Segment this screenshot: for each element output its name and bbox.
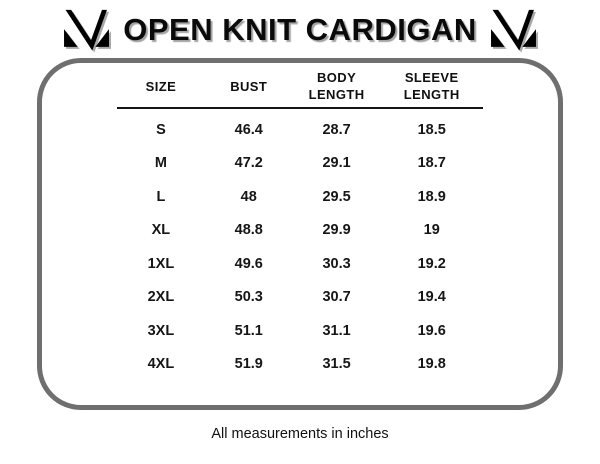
cell-bust: 48 bbox=[240, 188, 257, 205]
cell-body-length: 30.3 bbox=[322, 255, 351, 272]
cell-bust: 46.4 bbox=[234, 121, 263, 138]
size-chart-panel: SIZE BUST BODY LENGTH SLEEVE LENGTH S 46… bbox=[37, 58, 563, 410]
cell-bust: 47.2 bbox=[234, 155, 263, 172]
size-chart-table: SIZE BUST BODY LENGTH SLEEVE LENGTH S 46… bbox=[117, 63, 483, 381]
cell-bust: 50.3 bbox=[234, 289, 263, 306]
cell-body-length: 29.5 bbox=[322, 188, 351, 205]
cell-body-length: 31.5 bbox=[322, 356, 351, 373]
cell-sleeve-length: 19.4 bbox=[417, 289, 446, 306]
brand-m-logo-icon bbox=[490, 8, 537, 52]
cell-size: 4XL bbox=[147, 356, 175, 373]
table-row: L 48 29.5 18.9 bbox=[117, 180, 483, 214]
cell-size: 1XL bbox=[147, 255, 175, 272]
table-header-row: SIZE BUST BODY LENGTH SLEEVE LENGTH bbox=[117, 69, 483, 109]
cell-body-length: 28.7 bbox=[322, 121, 351, 138]
column-header-bust: BUST bbox=[230, 78, 268, 94]
measurement-note: All measurements in inches bbox=[211, 426, 389, 442]
table-row: XL 48.8 29.9 19 bbox=[117, 214, 483, 248]
column-header-body-length: BODY LENGTH bbox=[308, 70, 365, 102]
cell-sleeve-length: 18.7 bbox=[417, 155, 446, 172]
column-header-size: SIZE bbox=[145, 78, 177, 94]
table-body: S 46.4 28.7 18.5 M 47.2 29.1 18.7 L 48 2… bbox=[117, 109, 483, 381]
cell-size: S bbox=[156, 121, 166, 138]
page-title: OPEN KNIT CARDIGAN bbox=[123, 12, 477, 47]
cell-body-length: 29.9 bbox=[322, 222, 351, 239]
cell-sleeve-length: 18.9 bbox=[417, 188, 446, 205]
cell-sleeve-length: 19.8 bbox=[417, 356, 446, 373]
table-row: M 47.2 29.1 18.7 bbox=[117, 147, 483, 181]
cell-body-length: 31.1 bbox=[322, 322, 351, 339]
cell-size: 2XL bbox=[147, 289, 175, 306]
cell-bust: 51.9 bbox=[234, 356, 263, 373]
cell-size: 3XL bbox=[147, 322, 175, 339]
cell-size: XL bbox=[151, 222, 171, 239]
cell-sleeve-length: 19.2 bbox=[417, 255, 446, 272]
table-row: 4XL 51.9 31.5 19.8 bbox=[117, 348, 483, 382]
cell-bust: 51.1 bbox=[234, 322, 263, 339]
cell-sleeve-length: 19.6 bbox=[417, 322, 446, 339]
cell-sleeve-length: 18.5 bbox=[417, 121, 446, 138]
table-row: 2XL 50.3 30.7 19.4 bbox=[117, 281, 483, 315]
cell-size: M bbox=[154, 155, 167, 172]
table-row: 1XL 49.6 30.3 19.2 bbox=[117, 247, 483, 281]
column-header-sleeve-length: SLEEVE LENGTH bbox=[403, 70, 460, 102]
header: OPEN KNIT CARDIGAN bbox=[0, 0, 600, 58]
table-row: S 46.4 28.7 18.5 bbox=[117, 113, 483, 147]
brand-m-logo-icon bbox=[63, 8, 110, 52]
cell-bust: 48.8 bbox=[234, 222, 263, 239]
cell-sleeve-length: 19 bbox=[423, 222, 440, 239]
cell-body-length: 30.7 bbox=[322, 289, 351, 306]
cell-bust: 49.6 bbox=[234, 255, 263, 272]
cell-body-length: 29.1 bbox=[322, 155, 351, 172]
table-row: 3XL 51.1 31.1 19.6 bbox=[117, 314, 483, 348]
cell-size: L bbox=[156, 188, 166, 205]
